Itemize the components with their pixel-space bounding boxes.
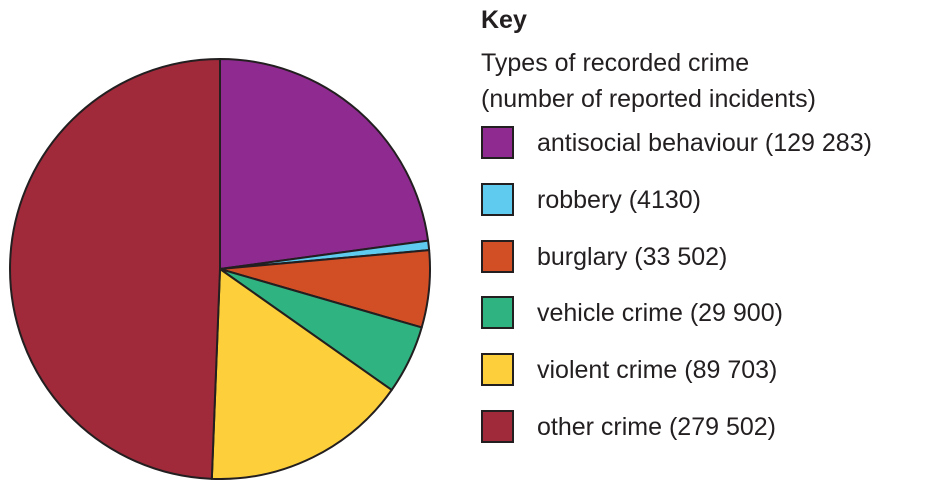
pie-slice-violent-crime xyxy=(210,268,393,480)
legend-item-burglary: burglary (33 502) xyxy=(481,240,929,278)
legend-label-robbery: robbery (4130) xyxy=(537,186,701,214)
legend-subtitle-line1: Types of recorded crime xyxy=(481,49,750,77)
pie-chart xyxy=(9,58,431,480)
legend-swatch-burglary xyxy=(481,240,514,273)
legend-swatch-vehicle-crime xyxy=(481,296,514,329)
pie-slice-other-crime xyxy=(9,58,221,480)
legend-item-antisocial-behaviour: antisocial behaviour (129 283) xyxy=(481,126,929,164)
legend-label-vehicle-crime: vehicle crime (29 900) xyxy=(537,299,783,327)
legend-label-other-crime: other crime (279 502) xyxy=(537,413,777,441)
legend-item-violent-crime: violent crime (89 703) xyxy=(481,353,929,391)
legend-swatch-antisocial-behaviour xyxy=(481,126,514,159)
legend-heading: Key xyxy=(481,6,527,34)
legend-swatch-robbery xyxy=(481,183,514,216)
legend-item-robbery: robbery (4130) xyxy=(481,183,929,221)
legend-label-burglary: burglary (33 502) xyxy=(537,243,728,271)
legend-item-other-crime: other crime (279 502) xyxy=(481,410,929,448)
legend-swatch-other-crime xyxy=(481,410,514,443)
pie-slice-antisocial-behaviour xyxy=(219,58,430,270)
legend-subtitle-line2: (number of reported incidents) xyxy=(481,85,816,113)
legend-swatch-violent-crime xyxy=(481,353,514,386)
legend-label-antisocial-behaviour: antisocial behaviour (129 283) xyxy=(537,129,872,157)
legend-label-violent-crime: violent crime (89 703) xyxy=(537,356,778,384)
legend-item-vehicle-crime: vehicle crime (29 900) xyxy=(481,296,929,334)
